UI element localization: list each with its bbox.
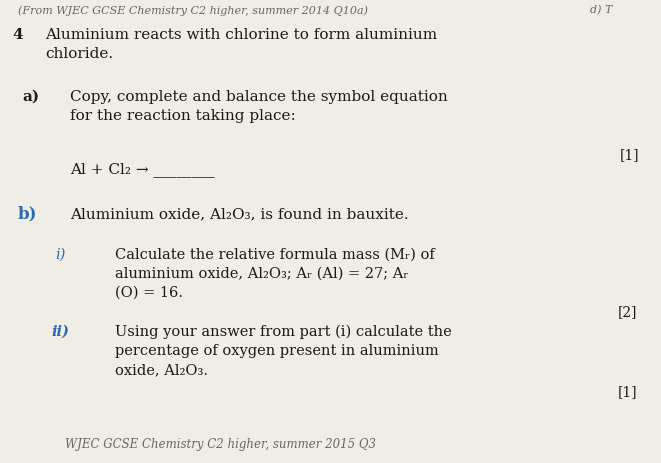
- Text: Aluminium oxide, Al₂O₃, is found in bauxite.: Aluminium oxide, Al₂O₃, is found in baux…: [70, 207, 408, 221]
- Text: Using your answer from part (i) calculate the
percentage of oxygen present in al: Using your answer from part (i) calculat…: [115, 325, 451, 377]
- Text: Al + Cl₂ → ________: Al + Cl₂ → ________: [70, 162, 215, 177]
- Text: i): i): [55, 248, 65, 262]
- Text: [1]: [1]: [620, 148, 640, 162]
- Text: Copy, complete and balance the symbol equation
for the reaction taking place:: Copy, complete and balance the symbol eq…: [70, 90, 447, 123]
- Text: d) T: d) T: [590, 5, 612, 15]
- Text: Aluminium reacts with chlorine to form aluminium
chloride.: Aluminium reacts with chlorine to form a…: [45, 28, 437, 61]
- Text: a): a): [22, 90, 39, 104]
- Text: (From WJEC GCSE Chemistry C2 higher, summer 2014 Q10a): (From WJEC GCSE Chemistry C2 higher, sum…: [18, 5, 368, 16]
- Text: [2]: [2]: [618, 305, 637, 319]
- Text: WJEC GCSE Chemistry C2 higher, summer 2015 Q3: WJEC GCSE Chemistry C2 higher, summer 20…: [65, 438, 376, 451]
- Text: [1]: [1]: [618, 385, 638, 399]
- Text: 4: 4: [12, 28, 22, 42]
- Text: ii): ii): [52, 325, 70, 339]
- Text: b): b): [18, 205, 38, 222]
- Text: Calculate the relative formula mass (Mᵣ) of
aluminium oxide, Al₂O₃; Aᵣ (Al) = 27: Calculate the relative formula mass (Mᵣ)…: [115, 248, 435, 300]
